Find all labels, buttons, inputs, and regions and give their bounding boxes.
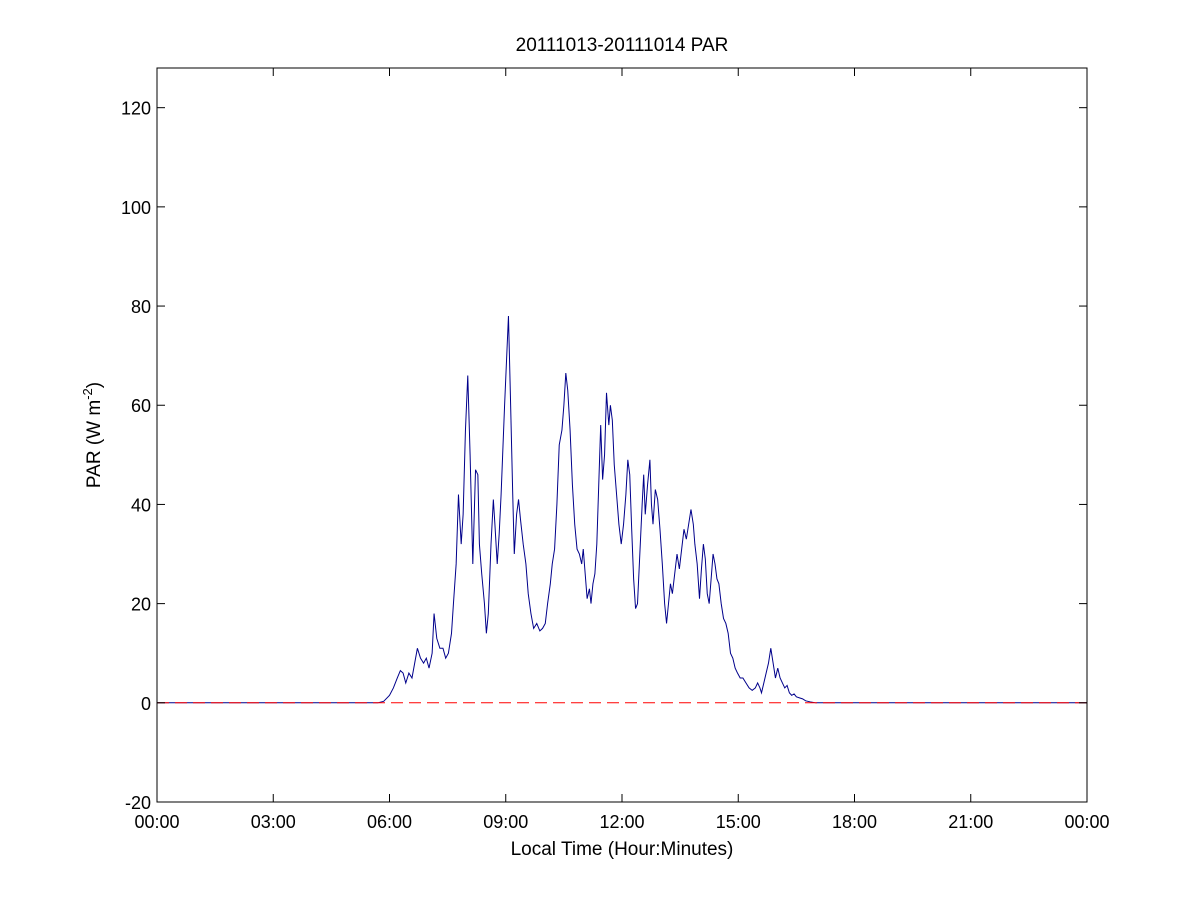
y-axis-title-main: PAR (W m: [84, 400, 105, 488]
x-tick-label: 18:00: [832, 812, 877, 832]
y-axis-title: PAR (W m-2): [80, 382, 105, 488]
y-tick-label: 80: [131, 297, 151, 317]
y-tick-label: 60: [131, 396, 151, 416]
x-tick-label: 03:00: [251, 812, 296, 832]
y-tick-label: -20: [125, 793, 151, 813]
y-tick-label: 20: [131, 595, 151, 615]
y-tick-label: 0: [141, 694, 151, 714]
x-tick-label: 09:00: [483, 812, 528, 832]
x-tick-label: 06:00: [367, 812, 412, 832]
y-tick-label: 120: [121, 99, 151, 119]
y-axis-title-close: ): [84, 382, 105, 388]
x-axis-title: Local Time (Hour:Minutes): [511, 839, 734, 860]
chart-title: 20111013-20111014 PAR: [516, 35, 729, 56]
x-tick-label: 00:00: [1064, 812, 1109, 832]
y-tick-label: 100: [121, 198, 151, 218]
x-tick-label: 21:00: [948, 812, 993, 832]
y-axis-title-superscript: -2: [80, 388, 95, 400]
x-tick-label: 00:00: [134, 812, 179, 832]
tick-layer: 00:00 03:00 06:00 09:00 12:00 15:00 18:00 21:00…: [121, 68, 1110, 832]
par-series-line: [157, 315, 1087, 704]
y-tick-label: 40: [131, 495, 151, 515]
x-tick-label: 12:00: [599, 812, 644, 832]
x-tick-label: 15:00: [716, 812, 761, 832]
series-layer: [157, 315, 1087, 704]
